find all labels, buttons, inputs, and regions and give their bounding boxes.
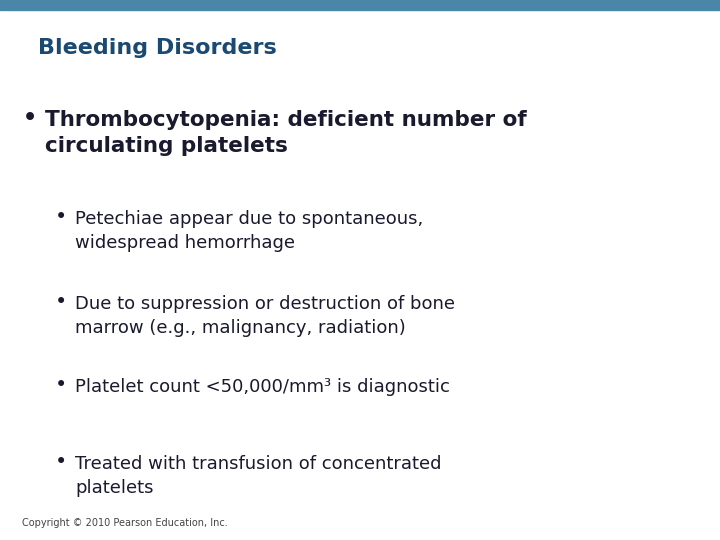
Text: Treated with transfusion of concentrated
platelets: Treated with transfusion of concentrated… bbox=[75, 455, 441, 497]
Text: •: • bbox=[22, 106, 38, 132]
Text: Thrombocytopenia: deficient number of
circulating platelets: Thrombocytopenia: deficient number of ci… bbox=[45, 110, 527, 157]
Text: Petechiae appear due to spontaneous,
widespread hemorrhage: Petechiae appear due to spontaneous, wid… bbox=[75, 210, 423, 252]
Bar bbox=[0, 0, 720, 10]
Text: Bleeding Disorders: Bleeding Disorders bbox=[38, 38, 276, 58]
Text: Copyright © 2010 Pearson Education, Inc.: Copyright © 2010 Pearson Education, Inc. bbox=[22, 518, 228, 528]
Text: Platelet count <50,000/mm³ is diagnostic: Platelet count <50,000/mm³ is diagnostic bbox=[75, 378, 450, 396]
Text: •: • bbox=[55, 292, 67, 312]
Text: •: • bbox=[55, 207, 67, 227]
Text: •: • bbox=[55, 375, 67, 395]
Text: Due to suppression or destruction of bone
marrow (e.g., malignancy, radiation): Due to suppression or destruction of bon… bbox=[75, 295, 455, 336]
Text: •: • bbox=[55, 452, 67, 472]
